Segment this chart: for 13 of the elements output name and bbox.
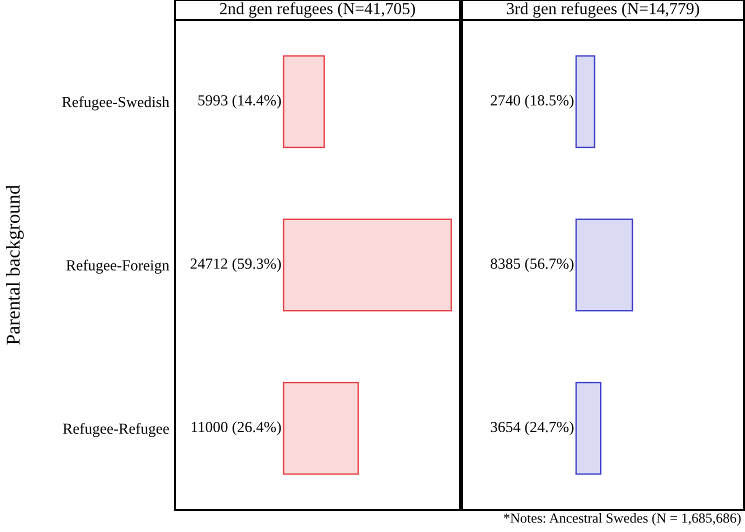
data-label: 8385 (56.7%) [490, 258, 574, 272]
chart-title: 2nd gen refugees (N=41,705) [220, 2, 415, 18]
data-label: 5993 (14.4%) [198, 94, 281, 109]
data-label: 24712 (59.3%) [190, 258, 281, 272]
chart-title: 3rd gen refugees (N=14,779) [507, 2, 700, 18]
y-tick-label: Refugee-Refugee [62, 422, 169, 438]
text: *Notes: Ancestral Swedes (N = 1,685,686) [504, 513, 741, 526]
data-label: 3654 (24.7%) [490, 421, 574, 436]
data-label: 2740 (18.5%) [490, 94, 574, 109]
y-tick-label: Refugee-Swedish [62, 96, 170, 110]
y-tick-label: Refugee-Foreign [66, 260, 170, 274]
data-label: 11000 (26.4%) [192, 421, 281, 436]
y-axis-title: Parental background [6, 185, 24, 345]
